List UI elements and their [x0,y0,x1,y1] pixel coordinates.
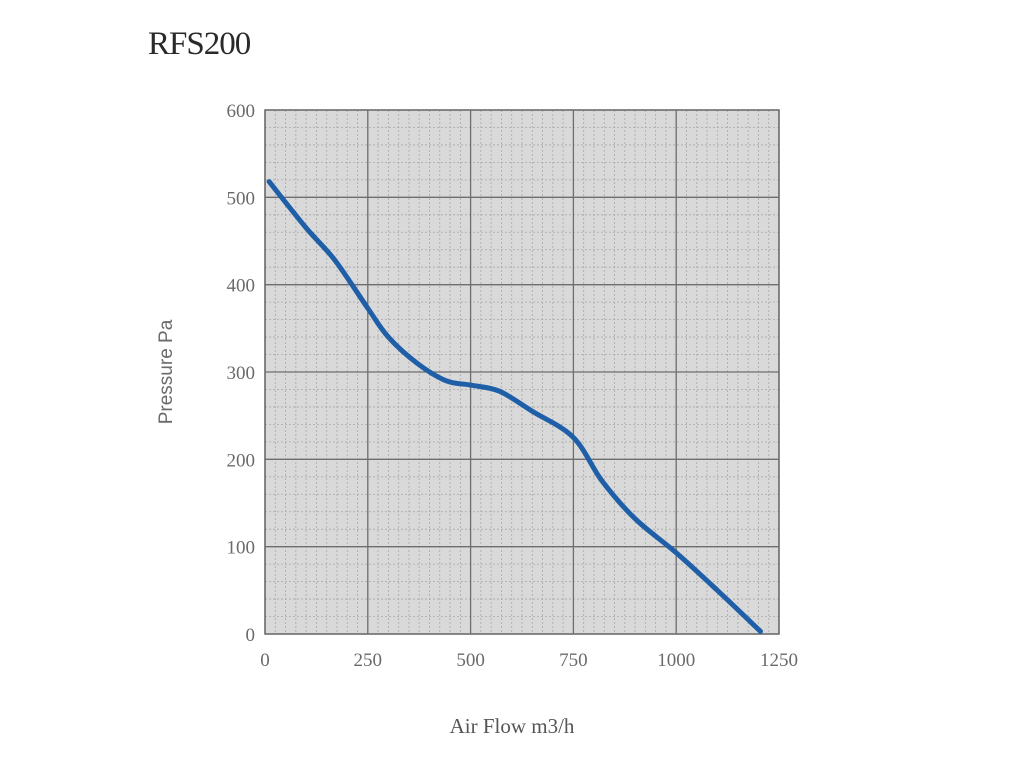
x-axis-label: Air Flow m3/h [450,714,575,738]
x-tick-label: 500 [456,650,485,671]
y-axis-ticks: 0 100 200 300 400 500 600 [227,101,256,646]
y-tick-label: 300 [227,363,256,384]
y-tick-label: 500 [227,188,256,209]
pressure-curve-line [266,179,763,634]
y-tick-label: 600 [227,101,256,122]
x-tick-label: 0 [260,650,270,671]
y-tick-label: 0 [246,625,256,646]
chart-title: RFS200 [148,26,251,62]
x-tick-label: 750 [559,650,588,671]
y-axis-label: Pressure Pa [156,319,177,424]
y-tick-label: 200 [227,450,256,471]
x-tick-label: 250 [354,650,383,671]
x-tick-label: 1000 [657,650,695,671]
x-tick-label: 1250 [760,650,798,671]
y-tick-label: 400 [227,276,256,297]
plot-frame [264,109,780,635]
x-axis-ticks: 0 250 500 750 1000 1250 [260,650,798,671]
y-tick-label: 100 [227,538,256,559]
